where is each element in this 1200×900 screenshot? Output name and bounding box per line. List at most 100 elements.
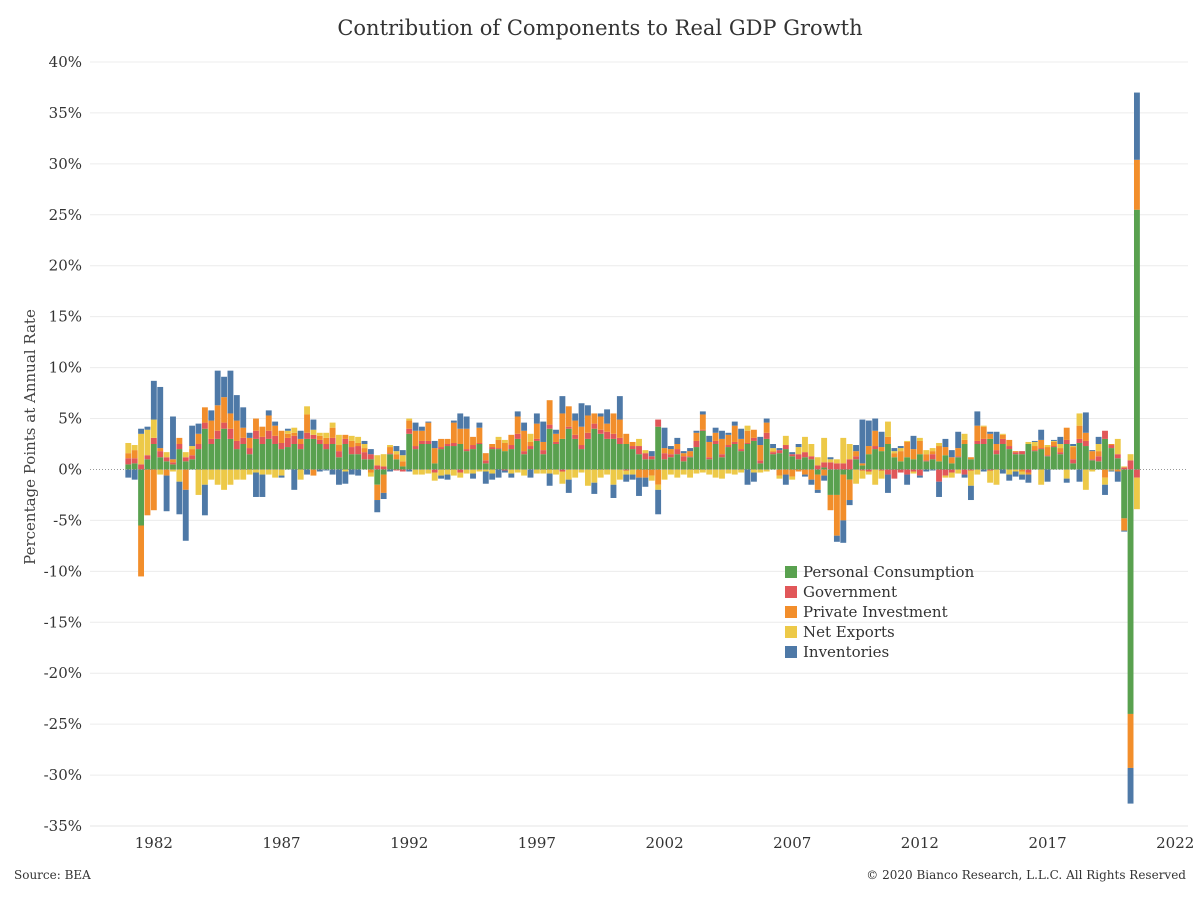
bar-segment-government xyxy=(661,453,668,460)
bar-segment-government xyxy=(578,445,585,450)
bar-segment-private-investment xyxy=(999,434,1006,439)
bar-segment-net-exports xyxy=(201,469,208,485)
bar-segment-government xyxy=(572,434,579,439)
bar-segment-inventories xyxy=(731,421,738,426)
bar-segment-government xyxy=(361,452,368,460)
bar-segment-personal-consumption xyxy=(540,454,547,470)
bar-segment-inventories xyxy=(1031,440,1038,442)
bar-segment-personal-consumption xyxy=(367,459,374,470)
x-tick-label: 1982 xyxy=(135,834,173,852)
bar-segment-net-exports xyxy=(865,471,872,475)
bar-segment-private-investment xyxy=(782,469,789,475)
bar-segment-inventories xyxy=(1019,474,1025,480)
bar-segment-net-exports xyxy=(597,469,604,478)
bar-segment-private-investment xyxy=(878,447,885,452)
bar-segment-personal-consumption xyxy=(591,428,598,470)
bar-segment-government xyxy=(942,469,949,476)
bar-segment-private-investment xyxy=(355,442,362,447)
bar-segment-net-exports xyxy=(138,433,145,465)
bar-segment-inventories xyxy=(297,430,304,439)
bar-segment-inventories xyxy=(508,473,515,478)
bar-segment-personal-consumption xyxy=(968,459,974,470)
bar-segment-government xyxy=(642,453,649,460)
x-tick-label: 2007 xyxy=(773,834,811,852)
bar-segment-private-investment xyxy=(572,420,579,435)
bar-segment-private-investment xyxy=(502,442,508,452)
bar-segment-net-exports xyxy=(482,469,489,472)
bar-segment-government xyxy=(508,445,515,450)
bar-segment-inventories xyxy=(782,474,789,485)
bar-segment-personal-consumption xyxy=(885,444,891,470)
y-tick-label: 5% xyxy=(58,410,82,428)
bar-segment-inventories xyxy=(406,469,413,472)
bar-segment-inventories xyxy=(833,535,840,542)
bar-segment-private-investment xyxy=(163,469,170,476)
bar-segment-government xyxy=(157,451,164,458)
bar-segment-private-investment xyxy=(936,446,942,462)
bar-segment-net-exports xyxy=(610,469,617,485)
bar-segment-government xyxy=(336,451,342,458)
bar-segment-personal-consumption xyxy=(604,438,611,470)
bar-segment-private-investment xyxy=(648,469,655,476)
bar-segment-net-exports xyxy=(712,469,719,478)
bar-segment-government xyxy=(731,441,738,444)
bar-segment-private-investment xyxy=(578,426,585,446)
bar-segment-net-exports xyxy=(916,437,923,441)
bar-segment-net-exports xyxy=(885,421,891,437)
bar-segment-inventories xyxy=(170,416,176,460)
bar-segment-personal-consumption xyxy=(291,444,298,470)
bar-segment-net-exports xyxy=(923,450,930,455)
bar-segment-government xyxy=(738,449,745,452)
bar-segment-personal-consumption xyxy=(680,461,687,470)
bar-segment-personal-consumption xyxy=(138,469,145,526)
bar-segment-personal-consumption xyxy=(916,454,923,470)
bar-segment-inventories xyxy=(195,423,202,434)
bar-segment-inventories xyxy=(961,474,968,478)
bar-segment-personal-consumption xyxy=(131,463,138,470)
bar-segment-inventories xyxy=(189,425,196,447)
bar-segment-private-investment xyxy=(514,416,521,434)
bar-segment-inventories xyxy=(304,469,310,475)
bar-segment-net-exports xyxy=(259,469,266,475)
bar-segment-net-exports xyxy=(929,448,936,452)
bar-segment-inventories xyxy=(987,431,994,434)
bar-segment-net-exports xyxy=(387,445,393,448)
bar-segment-personal-consumption xyxy=(1102,438,1108,470)
legend-label: Personal Consumption xyxy=(803,563,975,581)
bar-segment-private-investment xyxy=(1006,439,1013,447)
bar-segment-government xyxy=(495,448,502,450)
bar-segment-inventories xyxy=(482,471,489,484)
bar-segment-inventories xyxy=(157,386,164,449)
bar-segment-personal-consumption xyxy=(770,454,776,470)
bar-segment-government xyxy=(272,435,279,444)
bar-segment-net-exports xyxy=(578,469,585,473)
bar-segment-personal-consumption xyxy=(1057,454,1064,470)
bar-segment-private-investment xyxy=(227,413,234,429)
bar-segment-private-investment xyxy=(1095,451,1102,457)
bar-segment-inventories xyxy=(182,489,189,541)
bar-segment-net-exports xyxy=(770,448,776,452)
bar-segment-personal-consumption xyxy=(157,457,164,470)
bar-segment-personal-consumption xyxy=(955,457,962,470)
bar-segment-personal-consumption xyxy=(878,451,885,470)
bar-segment-private-investment xyxy=(304,414,310,433)
bar-segment-personal-consumption xyxy=(444,446,451,470)
bar-segment-personal-consumption xyxy=(763,438,770,470)
bar-segment-government xyxy=(667,454,674,458)
bar-segment-private-investment xyxy=(195,433,202,444)
bar-segment-government xyxy=(463,449,470,452)
bar-segment-inventories xyxy=(355,469,362,476)
bar-segment-net-exports xyxy=(1102,477,1108,485)
bar-segment-inventories xyxy=(495,469,502,478)
bar-segment-net-exports xyxy=(591,469,598,483)
bar-segment-net-exports xyxy=(936,442,942,447)
bar-segment-personal-consumption xyxy=(987,438,994,470)
bar-segment-private-investment xyxy=(374,484,381,501)
bar-segment-net-exports xyxy=(604,469,611,475)
bar-segment-net-exports xyxy=(878,470,885,479)
bar-segment-government xyxy=(1038,448,1045,450)
bar-segment-net-exports xyxy=(1070,446,1077,448)
bar-segment-net-exports xyxy=(521,469,528,476)
bar-segment-private-investment xyxy=(336,445,342,452)
